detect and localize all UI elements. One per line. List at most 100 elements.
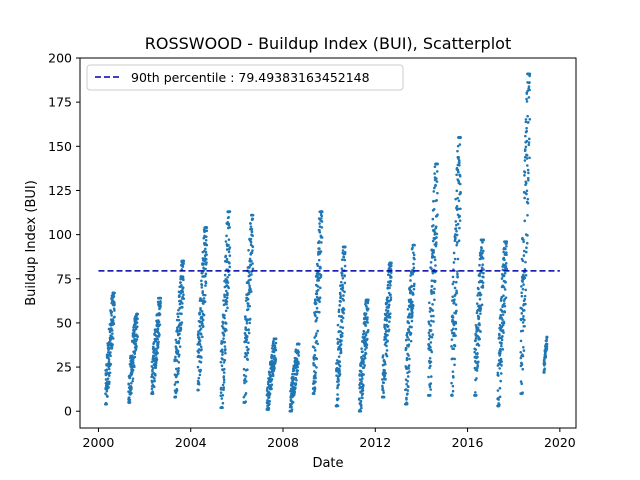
- scatter-point: [197, 382, 201, 386]
- scatter-point: [361, 377, 364, 380]
- scatter-point: [482, 271, 485, 275]
- scatter-point: [435, 199, 438, 202]
- scatter-point: [204, 284, 207, 287]
- scatter-point: [454, 227, 458, 230]
- scatter-point: [221, 383, 225, 387]
- scatter-point: [451, 370, 455, 373]
- scatter-point: [314, 334, 318, 338]
- scatter-point: [338, 373, 342, 376]
- scatter-point: [501, 318, 504, 321]
- scatter-point: [543, 371, 546, 374]
- x-axis-ticks: 2000 2004 2008 2012 2016 2020: [83, 428, 576, 450]
- scatter-point: [337, 310, 341, 314]
- scatter-point: [105, 402, 108, 406]
- scatter-point: [176, 380, 180, 384]
- scatter-point: [522, 349, 526, 352]
- scatter-point: [291, 372, 294, 376]
- scatter-point: [174, 395, 178, 398]
- scatter-point: [222, 361, 226, 364]
- scatter-point: [498, 333, 501, 337]
- scatter-point: [341, 332, 344, 335]
- scatter-point: [526, 176, 530, 180]
- scatter-point: [412, 253, 416, 257]
- scatter-point: [200, 299, 203, 303]
- scatter-point: [221, 322, 225, 325]
- scatter-point: [456, 275, 459, 279]
- scatter-point: [432, 251, 436, 254]
- legend-box: [86, 64, 404, 91]
- scatter-point: [204, 267, 207, 271]
- scatter-point: [201, 335, 204, 339]
- scatter-point: [175, 359, 179, 362]
- scatter-point: [456, 272, 459, 276]
- scatter-point: [411, 246, 414, 250]
- scatter-point: [526, 213, 529, 217]
- scatter-point: [201, 322, 204, 326]
- scatter-point: [178, 337, 182, 340]
- scatter-point: [343, 290, 346, 294]
- scatter-point: [406, 335, 409, 339]
- scatter-point: [251, 245, 255, 249]
- scatter-point: [520, 294, 524, 298]
- scatter-point: [360, 406, 363, 410]
- scatter-point: [154, 366, 158, 370]
- scatter-point: [501, 313, 505, 316]
- scatter-point: [503, 302, 506, 305]
- scatter-point: [527, 141, 531, 144]
- scatter-point: [389, 279, 393, 283]
- scatter-point: [249, 278, 252, 281]
- scatter-point: [503, 258, 506, 262]
- scatter-point: [452, 376, 455, 379]
- scatter-point: [387, 303, 391, 307]
- scatter-point: [459, 191, 462, 195]
- scatter-point: [245, 328, 248, 332]
- scatter-point: [220, 397, 224, 400]
- scatter-point: [523, 294, 527, 298]
- x-tick-label: 2016: [452, 435, 484, 450]
- scatter-point: [178, 353, 181, 357]
- scatter-point: [107, 382, 111, 386]
- scatter-point: [433, 255, 436, 259]
- scatter-point: [130, 366, 134, 369]
- scatter-point: [292, 378, 295, 381]
- scatter-point: [478, 263, 481, 267]
- scatter-point: [319, 273, 323, 277]
- scatter-point: [151, 381, 154, 384]
- scatter-point: [270, 377, 274, 381]
- scatter-point: [474, 337, 478, 340]
- scatter-point: [411, 304, 415, 307]
- scatter-point: [315, 332, 318, 335]
- scatter-point: [389, 263, 393, 267]
- scatter-point: [338, 370, 341, 374]
- scatter-point: [430, 350, 434, 354]
- scatter-point: [220, 348, 224, 352]
- scatter-point: [134, 342, 138, 346]
- scatter-point: [274, 337, 278, 341]
- scatter-point: [319, 266, 322, 270]
- scatter-point: [224, 348, 227, 351]
- scatter-point: [500, 338, 504, 342]
- scatter-point: [197, 388, 200, 392]
- scatter-point: [432, 320, 435, 323]
- scatter-point: [478, 337, 482, 341]
- scatter-point: [182, 259, 186, 263]
- scatter-point: [522, 240, 525, 244]
- scatter-point: [456, 144, 460, 148]
- scatter-point: [523, 171, 527, 174]
- scatter-point: [336, 404, 340, 408]
- scatter-point: [107, 385, 110, 389]
- scatter-point: [177, 318, 181, 322]
- scatter-point: [244, 380, 248, 383]
- scatter-point: [228, 265, 232, 269]
- scatter-point: [342, 294, 345, 297]
- scatter-point: [382, 395, 386, 399]
- scatter-point: [130, 391, 133, 395]
- scatter-point: [435, 241, 438, 244]
- scatter-point: [520, 307, 524, 310]
- scatter-point: [480, 246, 483, 250]
- scatter-point: [177, 369, 180, 373]
- scatter-point: [428, 385, 432, 389]
- x-tick-label: 2004: [175, 435, 207, 450]
- scatter-point: [271, 374, 275, 378]
- scatter-point: [453, 363, 456, 367]
